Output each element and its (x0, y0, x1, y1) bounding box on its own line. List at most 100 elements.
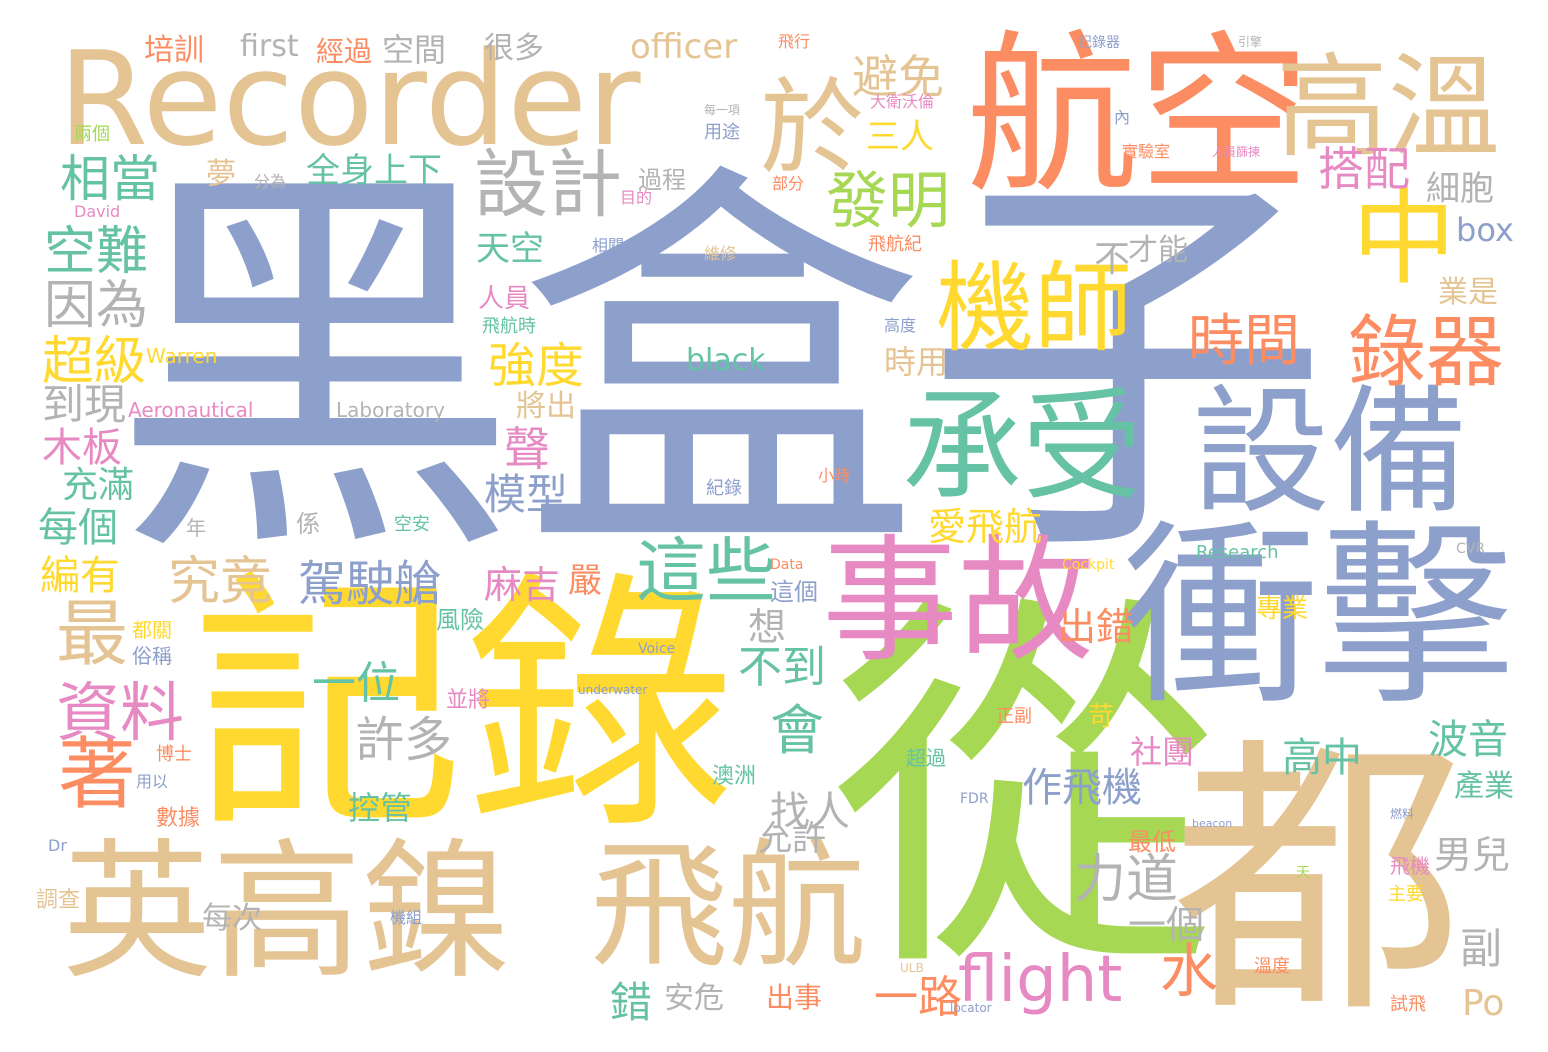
word-po: Po (1462, 983, 1505, 1024)
word-gao-wen: 高溫 (1276, 43, 1500, 173)
word-kong-nan: 空難 (44, 222, 149, 282)
word-warren: Warren (146, 344, 218, 368)
word-lu-qi: 錄器 (1348, 308, 1505, 398)
word-chao-guo: 超過 (906, 746, 946, 770)
word-yi-wei: 一位 (312, 658, 400, 709)
word-locator: locator (950, 1001, 992, 1015)
word-shui: 水 (1160, 937, 1219, 1005)
word-yi-ge: 一個 (1128, 903, 1205, 947)
word-she-tuan: 社團 (1130, 733, 1195, 771)
word-tian-kong: 天空 (476, 229, 544, 269)
word-bu: 不 (1094, 239, 1131, 280)
word-chan-ye: 產業 (1454, 769, 1514, 804)
word-fei-ji-small: 飛機 (1390, 854, 1430, 878)
word-aeronautical: Aeronautical (128, 398, 254, 422)
word-qiang-du: 強度 (488, 338, 585, 394)
word-hei-he-zi: 黑盒子 (112, 132, 1330, 605)
word-shi-yan-shi: 實驗室 (1122, 142, 1171, 161)
word-recorder: Recorder (58, 23, 641, 175)
word-yu: 於 (760, 67, 865, 189)
word-mei-yi-xiang: 每一項 (704, 103, 741, 117)
word-ao-zhou: 澳洲 (712, 764, 757, 789)
word-fei-xing: 飛行 (778, 32, 811, 51)
word-xiao-shi: 小時 (818, 466, 851, 485)
word-bian-you: 編有 (40, 553, 120, 599)
word-cockpit: Cockpit (1062, 557, 1115, 573)
word-yan: 嚴 (568, 561, 602, 601)
word-bo-yin: 波音 (1428, 717, 1508, 763)
word-bu-dao: 不到 (738, 642, 826, 693)
word-jing-guo: 經過 (316, 35, 373, 68)
word-zheng-fu: 正副 (996, 706, 1032, 727)
word-wen-du: 溫度 (1254, 956, 1290, 977)
word-cai-neng: 才能 (1128, 233, 1188, 268)
word-sheng: 聲 (504, 422, 550, 476)
word-ren-yuan: 人員 (478, 284, 531, 314)
word-shi-yong: 時用 (884, 343, 949, 381)
word-zhu-yao: 主要 (1388, 884, 1424, 905)
word-hen-duo: 很多 (484, 31, 544, 66)
word-zui-di: 最低 (1128, 828, 1176, 856)
word-meng: 夢 (206, 157, 236, 192)
word-fei-hang: 飛航 (590, 826, 867, 987)
word-flight: flight (958, 943, 1123, 1017)
word-li-dao: 力道 (1074, 850, 1179, 910)
word-ma-ji: 麻吉 (484, 563, 561, 607)
word-da-pei: 搭配 (1318, 142, 1410, 196)
word-zui: 最 (56, 592, 129, 676)
word-chu-shi: 出事 (766, 981, 823, 1014)
word-tian: 天 (1296, 865, 1310, 881)
word-fu: 副 (1460, 924, 1503, 973)
word-yun-xu: 允許 (758, 819, 826, 859)
word-laboratory: Laboratory (336, 398, 445, 422)
word-ji-lu: 記錄 (192, 550, 736, 866)
word-officer: officer (630, 27, 738, 67)
word-yong-yi: 用以 (136, 772, 169, 791)
word-feng-xian: 風險 (436, 606, 484, 634)
word-chao-ji: 超級 (42, 332, 147, 392)
word-zhong: 中 (1352, 177, 1457, 299)
word-black: black (686, 343, 766, 378)
word-xi: 係 (296, 510, 320, 538)
word-mo-xing: 模型 (484, 470, 569, 519)
word-dou: 都 (1172, 712, 1464, 1052)
word-ke: 苛 (1088, 702, 1115, 732)
word-gao-zhong: 高中 (1282, 735, 1362, 781)
word-dao-xian: 到現 (42, 380, 127, 429)
word-beacon: beacon (1192, 817, 1233, 830)
word-ji-lu-qi-small: 記錄器 (1078, 35, 1120, 51)
word-david: David (74, 202, 121, 221)
word-xiang-dang: 相當 (60, 150, 160, 208)
word-bo-shi: 博士 (156, 744, 192, 765)
word-pei-xun: 培訓 (144, 33, 204, 68)
word-san-ren: 三人 (866, 117, 934, 157)
word-zhao-ren: 找人 (770, 789, 850, 835)
word-zhuan-ye: 專業 (1256, 594, 1309, 624)
word-bu-fen: 部分 (772, 174, 805, 193)
word-hui: 會 (770, 699, 824, 762)
word-kong-jian: 空間 (382, 31, 447, 69)
word-dr: Dr (48, 836, 67, 855)
word-cvr: CVR (1456, 541, 1486, 557)
word-david-warren-zh: 大衛沃倫 (870, 92, 935, 111)
word-shu-ju: 數據 (156, 806, 201, 831)
word-she-bei: 設備 (1192, 372, 1469, 533)
word-ying-gao-nie: 英高鎳 (62, 826, 513, 1000)
word-an-wei: 安危 (664, 981, 724, 1016)
word-ji-shi: 機師 (936, 252, 1133, 366)
word-cheng-shou: 承受 (902, 378, 1142, 517)
word-chong-man: 充滿 (62, 465, 135, 506)
word-fa-ming: 發明 (826, 164, 951, 237)
word-ai-fei-hang: 愛飛航 (928, 505, 1043, 549)
word-research: Research (1196, 542, 1279, 563)
word-ji-zu: 機組 (390, 908, 423, 927)
word-cong: 從 (830, 564, 1220, 1018)
word-chu-cuo: 出錯 (1058, 605, 1135, 649)
word-zuo-fei-ji: 作飛機 (1022, 765, 1142, 811)
word-diao-cha: 調查 (36, 888, 81, 913)
word-yi-lu: 一路 (874, 972, 962, 1023)
word-zhe-ge: 這個 (770, 578, 818, 606)
word-fdr: FDR (960, 791, 989, 807)
word-mu-ban: 木板 (42, 425, 122, 471)
